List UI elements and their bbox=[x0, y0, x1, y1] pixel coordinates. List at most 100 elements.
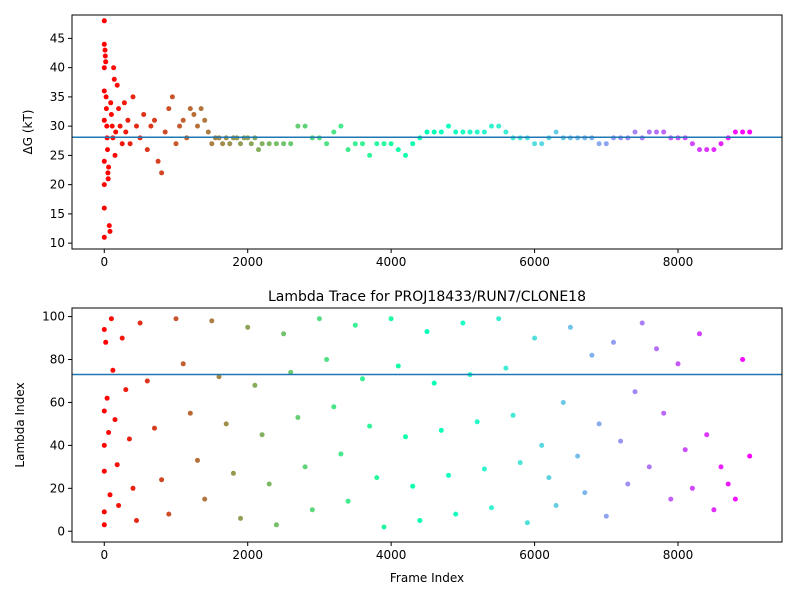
data-point bbox=[352, 141, 358, 147]
y-tick-label: 10 bbox=[50, 236, 65, 250]
data-point bbox=[661, 129, 667, 135]
data-point bbox=[324, 357, 330, 362]
data-point bbox=[553, 503, 559, 508]
data-point bbox=[360, 376, 365, 382]
data-point bbox=[137, 320, 143, 326]
data-point bbox=[388, 141, 394, 147]
data-point bbox=[155, 158, 161, 164]
data-point bbox=[474, 129, 480, 135]
data-point bbox=[180, 361, 186, 367]
data-point bbox=[417, 518, 423, 523]
y-tick-label: 40 bbox=[50, 438, 65, 452]
data-point bbox=[103, 106, 109, 112]
data-point bbox=[101, 468, 107, 474]
data-point bbox=[682, 447, 688, 453]
data-point bbox=[103, 59, 109, 65]
data-point bbox=[106, 430, 112, 435]
data-point bbox=[539, 442, 545, 448]
data-point bbox=[711, 147, 717, 153]
data-point bbox=[113, 129, 119, 135]
data-point bbox=[331, 129, 337, 135]
data-point bbox=[589, 352, 595, 358]
data-point bbox=[689, 485, 695, 491]
data-point bbox=[209, 318, 215, 324]
data-point bbox=[338, 123, 344, 129]
data-point bbox=[105, 176, 111, 182]
data-point bbox=[388, 316, 394, 322]
data-point bbox=[127, 141, 133, 147]
data-point bbox=[331, 404, 337, 410]
data-point bbox=[446, 123, 451, 129]
x-tick-label: 4000 bbox=[376, 255, 407, 269]
data-point bbox=[374, 475, 380, 481]
data-point bbox=[111, 65, 117, 71]
data-point bbox=[110, 367, 116, 373]
data-point bbox=[101, 205, 107, 211]
data-point bbox=[109, 123, 115, 129]
data-point bbox=[106, 223, 112, 229]
data-point bbox=[410, 483, 416, 489]
y-tick-label: 60 bbox=[50, 395, 65, 409]
data-point bbox=[202, 496, 208, 502]
data-point bbox=[273, 141, 279, 147]
data-point bbox=[108, 100, 114, 106]
data-point bbox=[108, 112, 114, 117]
data-point bbox=[230, 470, 236, 476]
data-point bbox=[288, 141, 294, 147]
data-point bbox=[496, 123, 502, 129]
data-point bbox=[252, 382, 258, 388]
data-point bbox=[489, 123, 494, 129]
data-point bbox=[553, 129, 559, 135]
data-point bbox=[114, 82, 120, 88]
data-point bbox=[510, 412, 516, 418]
lambda-trace-panel: 0 2000 4000 6000 8000 0 20 40 60 80 100 Lambda Trac… bbox=[13, 289, 783, 585]
data-point bbox=[119, 335, 125, 341]
data-point bbox=[668, 496, 674, 502]
data-point bbox=[374, 141, 380, 147]
data-point bbox=[162, 129, 168, 135]
data-point bbox=[209, 141, 215, 147]
data-point bbox=[360, 141, 365, 147]
data-points bbox=[101, 316, 753, 530]
y-tick-label: 20 bbox=[50, 178, 65, 192]
data-point bbox=[632, 129, 638, 135]
data-point bbox=[104, 395, 110, 401]
data-point bbox=[281, 141, 287, 147]
data-point bbox=[101, 509, 107, 515]
y-tick-label: 100 bbox=[42, 310, 65, 324]
y-tick-label: 30 bbox=[50, 119, 65, 133]
data-point bbox=[281, 331, 287, 337]
data-point bbox=[403, 152, 408, 158]
data-point bbox=[718, 464, 724, 470]
data-point bbox=[582, 490, 588, 496]
data-point bbox=[532, 335, 538, 341]
data-point bbox=[747, 453, 753, 459]
data-point bbox=[524, 520, 530, 526]
x-tick-label: 2000 bbox=[232, 255, 263, 269]
data-point bbox=[101, 117, 107, 123]
data-point bbox=[107, 492, 113, 498]
data-point bbox=[302, 464, 308, 470]
data-point bbox=[205, 129, 211, 135]
data-point bbox=[202, 117, 208, 123]
data-point bbox=[639, 320, 645, 326]
data-point bbox=[481, 466, 487, 472]
data-point bbox=[704, 432, 710, 438]
data-point bbox=[424, 129, 430, 135]
data-point bbox=[560, 400, 566, 405]
data-point bbox=[195, 457, 200, 463]
data-point bbox=[431, 380, 437, 386]
x-tick-label: 8000 bbox=[663, 255, 694, 269]
data-point bbox=[302, 123, 308, 129]
plot-frame bbox=[71, 307, 783, 543]
data-point bbox=[632, 389, 638, 395]
data-point bbox=[180, 117, 186, 123]
data-point bbox=[198, 106, 204, 112]
data-point bbox=[101, 234, 107, 240]
data-point bbox=[675, 361, 681, 367]
data-point bbox=[646, 464, 652, 470]
data-point bbox=[689, 141, 695, 147]
data-point bbox=[517, 460, 523, 466]
data-point bbox=[603, 513, 609, 519]
